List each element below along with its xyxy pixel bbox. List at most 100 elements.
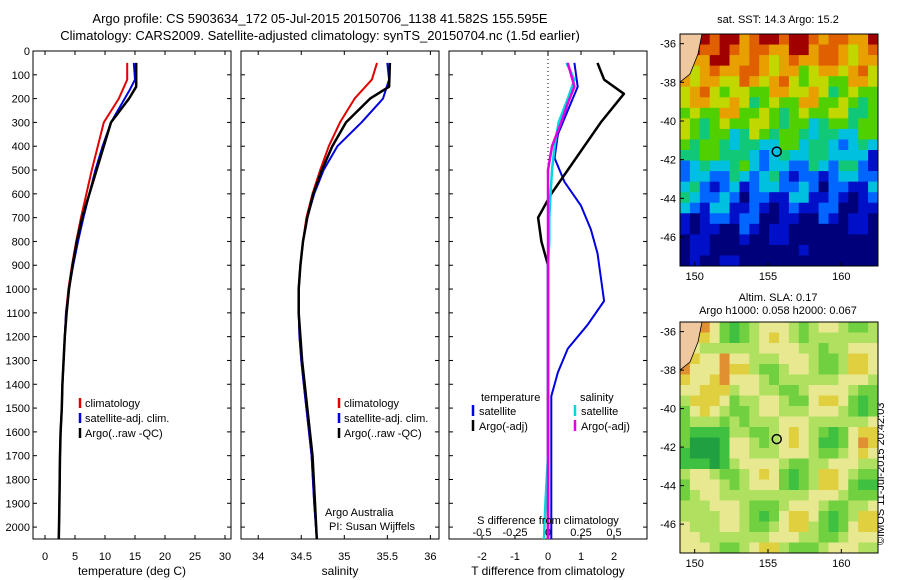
map-cell	[808, 469, 820, 481]
map-cell	[868, 97, 878, 109]
map-cell	[759, 202, 770, 214]
map-cell	[719, 479, 731, 491]
map-cell	[828, 374, 839, 386]
map-cell	[729, 448, 740, 460]
map-cell	[729, 192, 740, 204]
map-cell	[868, 500, 878, 512]
map-cell	[788, 385, 800, 397]
map-cell	[808, 139, 820, 151]
map-cell	[808, 458, 820, 470]
map-cell	[868, 44, 878, 56]
map-cell	[709, 322, 721, 334]
map-cell	[788, 76, 800, 88]
map-cell	[858, 511, 869, 523]
map-cell	[808, 490, 820, 502]
map-cell	[769, 448, 780, 460]
map-cell	[798, 34, 810, 46]
map-cell	[828, 343, 839, 355]
map-cell	[848, 500, 859, 512]
map-cell	[868, 437, 878, 449]
map-cell	[808, 532, 820, 544]
map-cell	[788, 416, 800, 428]
x-tick-label: 15	[129, 551, 141, 563]
map-cell	[868, 234, 878, 246]
map-cell	[689, 511, 701, 523]
salinity-panel-frame	[240, 50, 440, 540]
map-cell	[680, 97, 691, 109]
map-cell	[788, 395, 800, 407]
map-cell	[838, 500, 849, 512]
map-cell	[818, 532, 830, 544]
map-cell	[719, 343, 731, 355]
map-cell	[689, 479, 701, 491]
map-cell	[709, 343, 721, 355]
map-cell	[749, 448, 760, 460]
map-cell	[749, 500, 760, 512]
map-cell	[709, 490, 721, 502]
x-tick-label: 35	[338, 551, 350, 563]
map-cell	[779, 532, 790, 544]
map-cell	[828, 160, 839, 172]
map-cell	[699, 395, 711, 407]
depth-tick-label: 700	[12, 213, 30, 225]
map-cell	[759, 118, 770, 130]
map-cell	[719, 118, 731, 130]
map-cell	[868, 332, 878, 344]
map-cell	[828, 223, 839, 235]
map-cell	[680, 255, 691, 266]
map-lon-label: 160	[832, 271, 850, 283]
depth-tick-label: 600	[12, 189, 30, 201]
float-position-marker	[771, 433, 782, 445]
map-cell	[858, 448, 869, 460]
map-cell	[848, 255, 859, 266]
map-cell	[808, 244, 820, 257]
map-cell	[689, 385, 701, 397]
map-cell	[729, 65, 740, 77]
map-cell	[858, 353, 869, 365]
map-cell	[739, 521, 750, 533]
map-lat-label: -36	[660, 39, 676, 51]
map-cell	[759, 542, 770, 553]
map-cell	[868, 213, 878, 225]
map-cell	[858, 234, 869, 246]
map-cell	[729, 107, 740, 119]
map-cell	[828, 171, 839, 183]
map-cell	[769, 223, 780, 235]
map-cell	[749, 160, 760, 172]
map-cell	[739, 244, 750, 257]
map-cell	[818, 521, 830, 533]
map-cell	[788, 202, 800, 214]
map-cell	[759, 76, 770, 88]
map-cell	[739, 213, 750, 225]
map-cell	[818, 374, 830, 386]
map-cell	[828, 97, 839, 109]
map-cell	[798, 192, 810, 204]
map-cell	[699, 416, 711, 428]
map-cell	[689, 255, 701, 266]
map-cell	[719, 55, 731, 67]
map-lon-label: 160	[832, 558, 850, 570]
map-cell	[709, 374, 721, 386]
map-cell	[818, 97, 830, 109]
map-cell	[828, 427, 839, 439]
map-cell	[719, 244, 731, 257]
map-cell	[848, 76, 859, 88]
map-cell	[759, 128, 770, 141]
map-cell	[699, 128, 711, 141]
map-cell	[749, 171, 760, 183]
map-cell	[848, 202, 859, 214]
map-cell	[808, 332, 820, 344]
map-cell	[769, 479, 780, 491]
map-cell	[689, 213, 701, 225]
map-cell	[709, 213, 721, 225]
map-cell	[858, 97, 869, 109]
map-cell	[788, 65, 800, 77]
map-cell	[868, 406, 878, 418]
x-tick-label: 35.5	[377, 551, 398, 563]
map-cell	[719, 532, 731, 544]
map-cell	[769, 416, 780, 428]
map-cell	[828, 202, 839, 214]
map-cell	[838, 139, 849, 151]
map-cell	[769, 34, 780, 46]
